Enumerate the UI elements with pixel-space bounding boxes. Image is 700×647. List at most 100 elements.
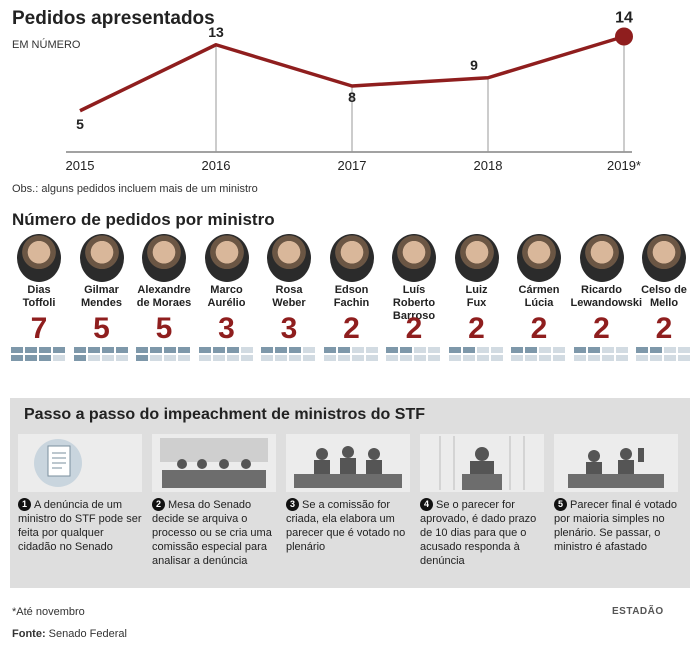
step-number-badge: 1 — [18, 498, 31, 511]
minister-name: Luiz Fux — [446, 284, 508, 312]
minister-count: 5 — [93, 312, 110, 345]
step-text: 3 Se a comissão for criada, ela elabora u… — [286, 498, 410, 554]
count-block — [226, 355, 239, 361]
minister-name-line2: Fachin — [333, 297, 370, 309]
ministers-title: Número de pedidos por ministro — [12, 210, 275, 229]
step-number-badge: 2 — [152, 498, 165, 511]
x-tick-label: 2018 — [474, 158, 503, 173]
count-block — [226, 347, 239, 353]
count-block — [101, 355, 114, 361]
minister-card: Luiz Fux 2 — [446, 234, 508, 361]
document-icon — [18, 434, 142, 492]
count-block — [303, 347, 315, 353]
chart-unit: EM NÚMERO — [12, 39, 81, 51]
minister-photo — [267, 234, 311, 282]
count-block — [73, 347, 86, 353]
data-label: 8 — [348, 89, 356, 105]
minister-count: 7 — [30, 312, 48, 345]
minister-count: 2 — [655, 312, 673, 345]
count-block — [261, 347, 273, 353]
count-block — [414, 347, 426, 353]
count-block — [650, 347, 662, 353]
count-blocks — [261, 347, 317, 361]
footnote: *Até novembro — [12, 606, 85, 618]
count-block — [136, 355, 148, 361]
minister-name-line1: Edson — [334, 284, 369, 296]
count-block — [490, 347, 503, 353]
data-label: 9 — [470, 57, 478, 73]
minister-card: Luís Roberto Barroso 2 — [383, 234, 445, 361]
count-block — [587, 347, 600, 353]
count-block — [25, 355, 37, 361]
count-block — [115, 347, 128, 353]
count-block — [525, 355, 537, 361]
step-number-badge: 4 — [420, 498, 433, 511]
count-block — [400, 347, 412, 353]
count-block — [198, 347, 211, 353]
data-label: 13 — [208, 24, 224, 40]
count-block — [601, 347, 614, 353]
minister-name: Edson Fachin — [321, 284, 383, 312]
minister-photo — [454, 234, 499, 282]
count-block — [525, 347, 537, 353]
data-label: 14 — [615, 10, 633, 27]
minister-card: Celso de Mello 2 — [633, 234, 695, 361]
steps-panel: Passo a passo do impeachment de ministro… — [10, 398, 690, 588]
minister-name-line1: Gilmar — [84, 284, 119, 296]
minister-name-line2: Mendes — [81, 297, 122, 309]
count-block — [178, 347, 190, 353]
count-block — [587, 355, 600, 361]
minister-count: 2 — [405, 312, 423, 345]
minister-name-line1: Celso de — [641, 284, 687, 296]
minister-name-line2: Aurélio — [207, 297, 246, 309]
count-block — [678, 347, 690, 353]
minister-name: Celso de Mello — [633, 284, 695, 312]
minister-photo — [17, 234, 61, 282]
count-block — [428, 347, 440, 353]
minister-name-line2: Toffoli — [22, 297, 56, 309]
count-blocks — [198, 347, 255, 361]
minister-name: Marco Aurélio — [196, 284, 258, 312]
count-block — [73, 355, 86, 361]
count-block — [198, 355, 211, 361]
count-block — [448, 355, 461, 361]
count-block — [448, 347, 461, 353]
count-block — [150, 347, 162, 353]
minister-name-line2: Mello — [649, 297, 679, 309]
count-block — [323, 347, 336, 353]
minister-photo — [392, 234, 436, 282]
count-block — [636, 355, 648, 361]
count-block — [87, 347, 100, 353]
count-blocks — [323, 347, 380, 361]
minister-photo — [79, 234, 124, 282]
step-3: 3 Se a comissão for criada, ela elabora u… — [286, 434, 410, 554]
count-block — [511, 347, 523, 353]
brand-logo: ESTADÃO — [612, 606, 664, 617]
minister-card: Gilmar Mendes 5 — [71, 234, 133, 361]
count-block — [212, 355, 225, 361]
data-point-last — [615, 27, 633, 46]
line-chart: 5 13 8 9 14 2015 2016 2017 2018 2019* — [66, 10, 641, 174]
chart-note: Obs.: alguns pedidos incluem mais de um … — [12, 183, 258, 195]
count-block — [664, 355, 676, 361]
count-block — [136, 347, 148, 353]
step-description: Se o parecer for aprovado, é dado prazo … — [420, 499, 537, 567]
minister-card: Rosa Weber 3 — [258, 234, 320, 361]
minister-name-line2: Weber — [272, 297, 306, 309]
minister-photo — [642, 234, 686, 282]
step-text: 5 Parecer final é votado por maioria simp… — [554, 498, 678, 554]
step-description: Mesa do Senado decide se arquiva o proce… — [152, 499, 272, 567]
count-block — [553, 347, 565, 353]
count-block — [601, 355, 614, 361]
minister-name: Ricardo Lewandowski — [571, 284, 643, 312]
minister-photo — [142, 234, 186, 282]
count-block — [573, 355, 586, 361]
count-block — [275, 355, 287, 361]
count-block — [11, 355, 23, 361]
count-block — [573, 347, 586, 353]
step-description: Se a comissão for criada, ela elabora um… — [286, 499, 406, 553]
count-block — [615, 347, 628, 353]
data-label: 5 — [76, 116, 84, 132]
minister-name-line1: Luís Roberto — [392, 284, 436, 309]
commission-icon — [286, 434, 410, 492]
